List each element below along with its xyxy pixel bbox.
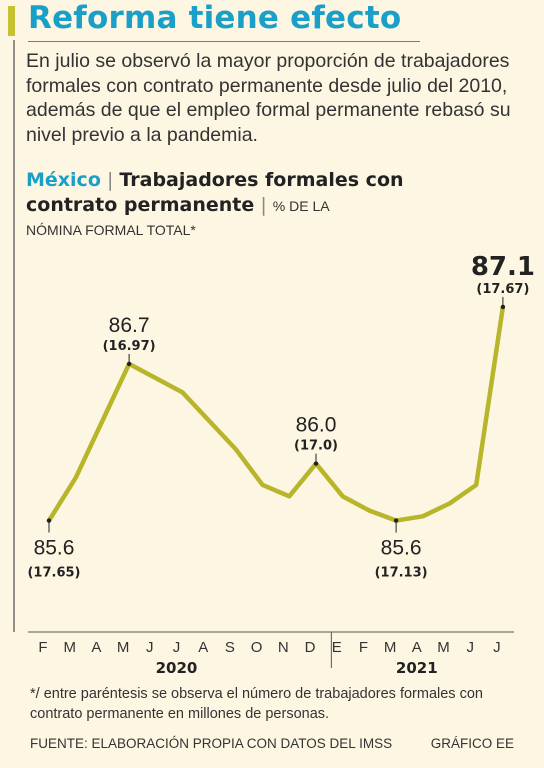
chart-title-country: México xyxy=(26,169,101,191)
chart-title-unit: % DE LA xyxy=(272,198,330,214)
chart-title-separator-2: | xyxy=(260,194,267,216)
annotation-detail: (17.0) xyxy=(294,439,338,454)
chart-title: México | Trabajadores formales con contr… xyxy=(26,168,426,219)
year-label: 2020 xyxy=(156,659,198,677)
x-tick-label: O xyxy=(251,639,263,656)
annotation-value: 85.6 xyxy=(34,537,75,560)
x-tick-label: S xyxy=(225,639,235,656)
data-point xyxy=(234,447,238,451)
data-point xyxy=(261,483,265,487)
x-tick-label: M xyxy=(63,639,76,656)
data-point xyxy=(448,501,451,505)
annotation-detail: (16.97) xyxy=(103,339,156,354)
x-tick-label: M xyxy=(117,639,130,656)
accent-bar xyxy=(8,6,15,36)
headline: Reforma tiene efecto xyxy=(28,0,402,36)
credit-note: GRÁFICO EE xyxy=(430,736,514,751)
source-note: FUENTE: ELABORACIÓN PROPIA CON DATOS DEL… xyxy=(30,736,393,751)
data-point xyxy=(474,483,478,487)
x-tick-label: E xyxy=(332,639,342,656)
annotation-detail: (17.13) xyxy=(375,566,428,581)
data-point xyxy=(421,514,425,518)
footnote: */ entre paréntesis se observa el número… xyxy=(30,686,483,722)
headline-rule xyxy=(28,41,420,42)
chart-title-separator: | xyxy=(106,169,114,191)
x-tick-label: D xyxy=(305,639,316,656)
x-tick-label: M xyxy=(437,639,450,656)
year-label: 2021 xyxy=(396,659,438,677)
x-tick-label: J xyxy=(466,639,474,656)
data-point xyxy=(341,494,345,498)
x-tick-label: A xyxy=(198,639,208,656)
series-line xyxy=(46,304,506,523)
data-point xyxy=(367,509,371,513)
chart-title-metric: Trabajadores formales con contrato perma… xyxy=(26,169,404,216)
x-tick-label: M xyxy=(384,639,397,656)
x-tick-label: F xyxy=(359,639,368,656)
x-tick-label: A xyxy=(91,639,101,656)
x-tick-label: J xyxy=(173,639,181,656)
annotation-value: 87.1 xyxy=(471,252,535,282)
x-tick-label: J xyxy=(146,639,154,656)
annotation-value: 86.7 xyxy=(109,314,150,337)
data-point xyxy=(181,390,184,394)
chart-title-unit-2: NÓMINA FORMAL TOTAL* xyxy=(26,222,196,238)
data-point xyxy=(100,419,104,423)
annotation-detail: (17.67) xyxy=(476,282,529,297)
x-tick-label: A xyxy=(412,639,422,656)
annotation-value: 86.0 xyxy=(296,414,337,437)
data-point xyxy=(287,494,291,498)
annotation-detail: (17.65) xyxy=(27,566,80,581)
data-point xyxy=(74,476,78,480)
annotation-value: 85.6 xyxy=(381,537,422,560)
data-point xyxy=(207,419,211,423)
x-tick-label: N xyxy=(278,639,289,656)
data-point xyxy=(154,376,158,380)
x-tick-label: F xyxy=(38,639,47,656)
summary-text: En julio se observó la mayor proporción … xyxy=(26,50,511,146)
x-tick-label: J xyxy=(493,639,501,656)
